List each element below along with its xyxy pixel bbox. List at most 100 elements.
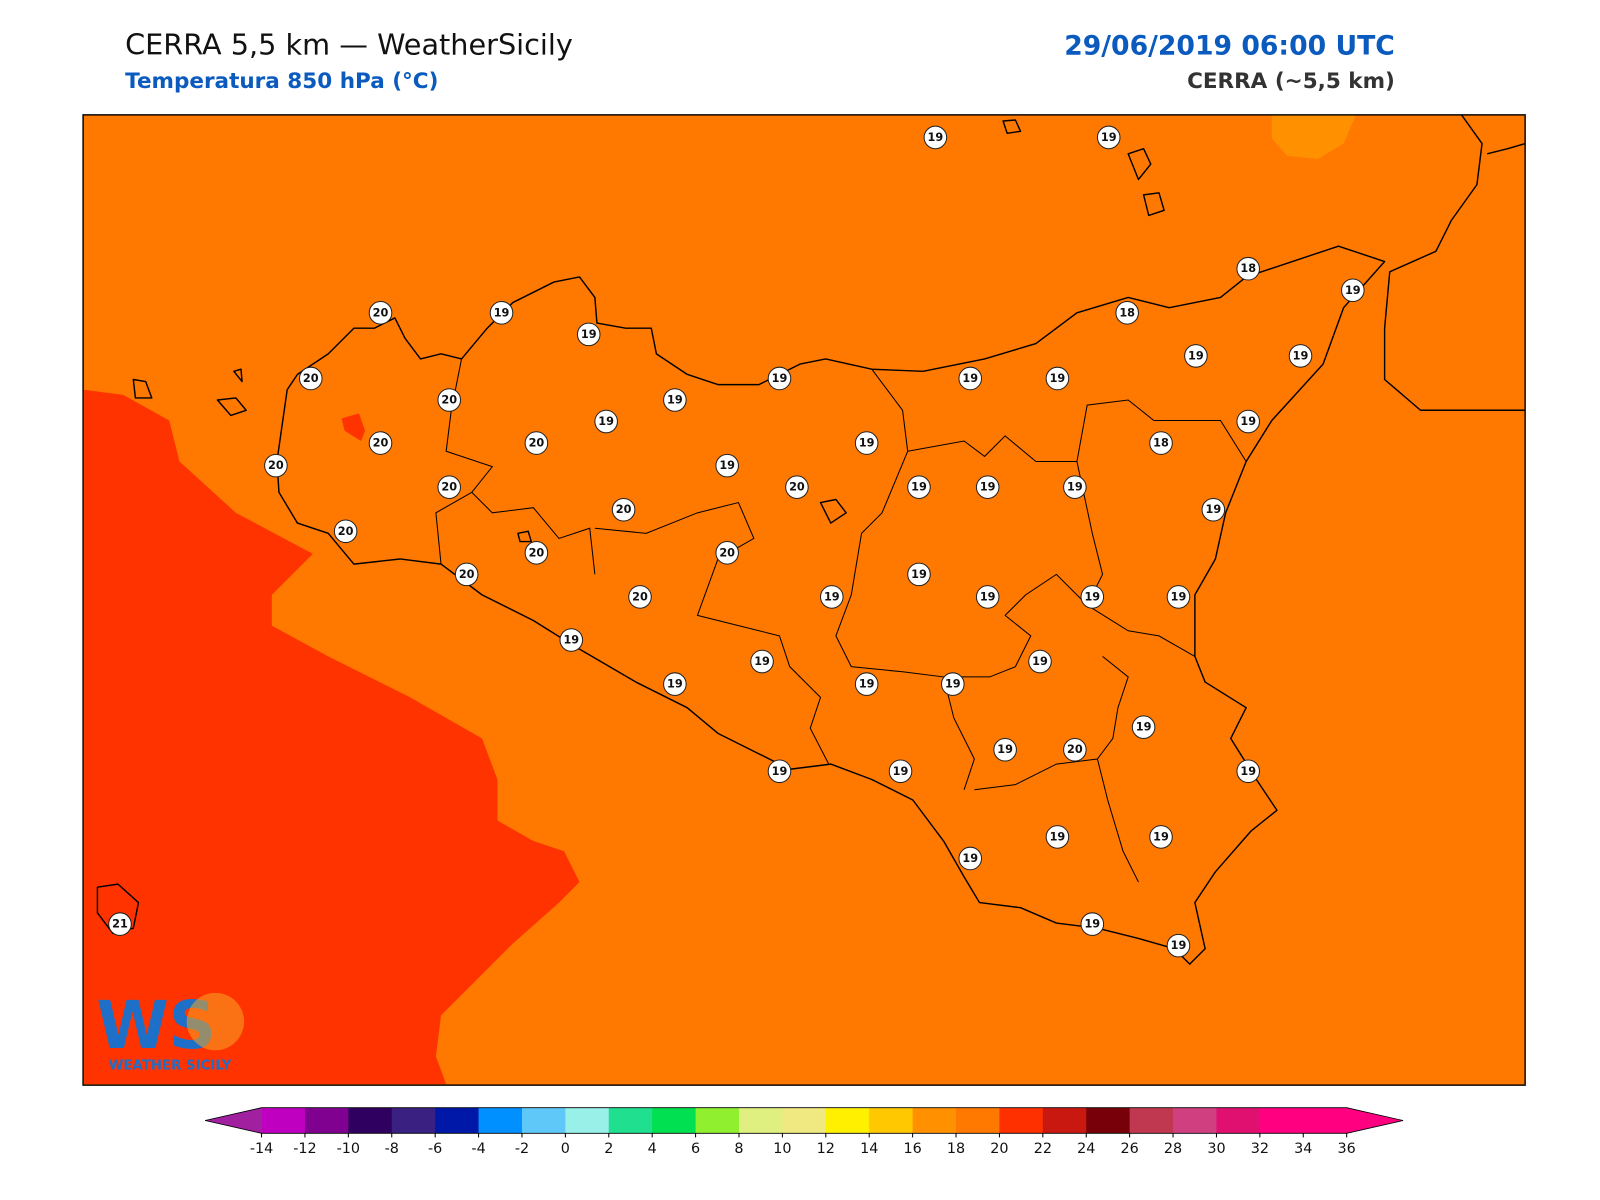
colorbar-swatch: [738, 1107, 783, 1134]
station: 19: [1096, 125, 1121, 150]
station-value: 19: [719, 459, 735, 472]
station-value: 19: [772, 765, 788, 778]
station: 19: [1080, 912, 1105, 936]
station-marker: [1045, 825, 1070, 849]
station-value: 19: [945, 678, 961, 691]
station-value: 19: [928, 131, 944, 144]
colorbar-tick-label: 36: [1338, 1141, 1356, 1157]
colorbar-tick-label: 26: [1121, 1141, 1139, 1157]
station-value: 19: [911, 568, 927, 581]
station-value: 19: [667, 678, 683, 691]
station-marker: [1149, 431, 1173, 455]
station-value: 19: [859, 678, 875, 691]
station-value: 20: [338, 525, 354, 538]
station-value: 19: [911, 481, 927, 494]
station-marker: [888, 759, 913, 784]
station-marker: [854, 431, 879, 455]
station-marker: [750, 649, 774, 674]
station-value: 19: [772, 372, 788, 385]
station-value: 19: [859, 437, 875, 450]
colorbar-tick-label: 24: [1077, 1141, 1095, 1157]
station: 19: [1201, 497, 1226, 522]
colorbar-tick-label: -4: [471, 1141, 485, 1157]
station-value: 19: [1084, 918, 1100, 931]
station-value: 19: [667, 394, 683, 407]
colorbar-over: [1346, 1107, 1404, 1134]
station-value: 20: [441, 481, 457, 494]
station-value: 19: [1188, 349, 1204, 362]
colorbar-tick-label: 28: [1164, 1141, 1182, 1157]
station-marker: [489, 301, 514, 325]
station-value: 19: [1205, 503, 1221, 516]
colorbar-tick-label: 32: [1251, 1141, 1269, 1157]
station-value: 19: [1050, 830, 1066, 843]
station-marker: [993, 737, 1017, 762]
colorbar-tick-label: 20: [990, 1141, 1008, 1157]
station-value: 20: [373, 437, 389, 450]
station-marker: [941, 672, 965, 696]
colorbar-tick-label: 4: [648, 1141, 657, 1157]
station-marker: [767, 759, 792, 784]
map-area: [82, 114, 1526, 1086]
station-value: 20: [719, 546, 735, 559]
station-marker: [1115, 301, 1139, 325]
colorbar-swatch: [1129, 1107, 1174, 1134]
station: 19: [975, 585, 1000, 609]
colorbar-tick-label: 22: [1034, 1141, 1052, 1157]
station-marker: [1236, 256, 1260, 281]
station-marker: [368, 301, 393, 325]
station-value: 19: [1171, 939, 1187, 952]
station: 20: [368, 431, 393, 455]
date: 29/06/2019 06:00 UTC: [1064, 30, 1395, 61]
station: 19: [941, 672, 965, 696]
station: 19: [767, 759, 792, 784]
colorbar-tick-label: -12: [293, 1141, 316, 1157]
station-marker: [1166, 585, 1191, 609]
station-value: 19: [980, 481, 996, 494]
colorbar-swatch: [1042, 1107, 1087, 1134]
station-marker: [1063, 475, 1087, 499]
colorbar-swatch: [261, 1107, 306, 1134]
station-value: 19: [1032, 655, 1048, 668]
colorbar-tick-label: 16: [903, 1141, 921, 1157]
colorbar-tick-label: 8: [734, 1141, 743, 1157]
colorbar-tick-label: 6: [691, 1141, 700, 1157]
station-marker: [1236, 759, 1260, 784]
station: 19: [663, 388, 687, 412]
station-marker: [524, 541, 549, 565]
station: 20: [454, 562, 479, 587]
colorbar-tick-label: 2: [604, 1141, 613, 1157]
station-value: 18: [1119, 306, 1135, 319]
colorbar-swatch: [521, 1107, 566, 1134]
station: 19: [1184, 344, 1208, 368]
station-value: 18: [1153, 437, 1169, 450]
station: 19: [1166, 933, 1191, 958]
colorbar-swatch: [478, 1107, 523, 1134]
station-marker: [524, 431, 549, 455]
station: 20: [437, 475, 462, 499]
colorbar-swatch: [782, 1107, 827, 1134]
station-value: 19: [754, 655, 770, 668]
station: 19: [1236, 409, 1260, 434]
station-marker: [1028, 649, 1052, 674]
station-marker: [1045, 366, 1070, 391]
station: 19: [559, 628, 584, 652]
station-value: 19: [1101, 131, 1117, 144]
station: 20: [333, 519, 358, 544]
station-marker: [975, 475, 1000, 499]
station-marker: [663, 672, 687, 696]
station-value: 19: [980, 590, 996, 603]
colorbar-tick-label: 18: [947, 1141, 965, 1157]
colorbar-tick-label: -10: [337, 1141, 360, 1157]
station: 20: [611, 497, 636, 522]
station: 19: [907, 475, 931, 499]
station-value: 19: [1240, 765, 1256, 778]
station-value: 19: [1240, 415, 1256, 428]
model: CERRA (~5,5 km): [1187, 69, 1395, 94]
station: 18: [1115, 301, 1139, 325]
station-value: 20: [459, 568, 475, 581]
station: 18: [1149, 431, 1173, 455]
calabria-tip: [1487, 142, 1526, 155]
colorbar-swatch: [391, 1107, 436, 1134]
station-value: 19: [1067, 481, 1083, 494]
